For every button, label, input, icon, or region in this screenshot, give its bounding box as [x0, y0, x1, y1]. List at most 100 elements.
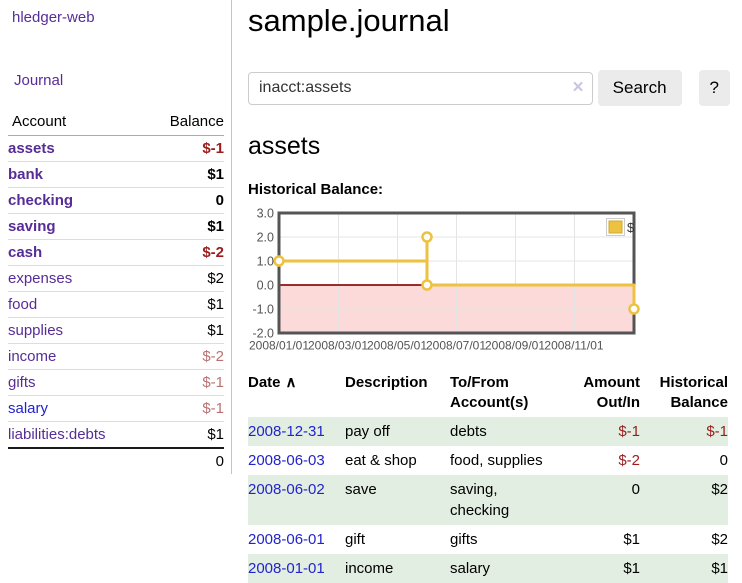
transaction-description: income	[345, 560, 394, 578]
account-balance: $-1	[146, 135, 224, 162]
register-header-date-label: Date	[248, 373, 281, 391]
data-point-marker	[628, 303, 640, 315]
account-balance: $2	[146, 265, 224, 292]
historical-balance-chart: $ 3.0 2.0 1.0 0.0 -1.0 -2.0 2008/01/01 2…	[249, 206, 640, 352]
transaction-date-link[interactable]: 2008-06-02	[248, 481, 325, 499]
account-row-bank: bank $1	[8, 161, 224, 188]
register-row: 2008-06-03 eat & shop food, supplies $-2…	[248, 446, 728, 475]
account-link-bank[interactable]: bank	[8, 166, 44, 183]
x-tick-label: 2008/07/01	[426, 338, 486, 352]
x-tick-label: 2008/01/01	[249, 338, 309, 352]
account-link-expenses[interactable]: expenses	[8, 270, 73, 287]
register-header-row: Date ∧ Description To/From Account(s) Amo…	[248, 371, 728, 418]
transaction-amount: $-2	[618, 452, 640, 470]
account-row-salary: salary $-1	[8, 395, 224, 422]
register-table: Date ∧ Description To/From Account(s) Amo…	[248, 371, 728, 583]
clear-search-icon[interactable]: ×	[572, 76, 584, 98]
sidebar-item-journal[interactable]: Journal	[14, 72, 64, 89]
sort-ascending-icon: ∧	[285, 373, 297, 391]
transaction-accounts: debts	[450, 423, 487, 441]
transaction-date-link[interactable]: 2008-12-31	[248, 423, 325, 441]
account-link-income[interactable]: income	[8, 348, 57, 365]
transaction-accounts: saving, checking	[450, 481, 510, 520]
register-header-description: Description	[345, 373, 428, 391]
sidebar: hledger-web Journal Account Balance asse…	[0, 0, 232, 474]
accounts-header-balance: Balance	[146, 110, 224, 136]
account-link-food[interactable]: food	[8, 296, 38, 313]
transaction-balance: $-1	[706, 423, 728, 441]
account-link-cash[interactable]: cash	[8, 244, 43, 261]
y-tick-label: 1.0	[257, 254, 274, 268]
transaction-balance: $2	[711, 531, 728, 549]
account-row-assets: assets $-1	[8, 135, 224, 162]
account-balance: $-1	[146, 395, 224, 422]
register-header-amount: Amount Out/In	[583, 373, 640, 412]
account-link-salary[interactable]: salary	[8, 400, 49, 417]
y-tick-label: -2.0	[252, 326, 274, 340]
account-balance: $1	[146, 317, 224, 344]
register-header-accounts: To/From Account(s)	[450, 373, 529, 412]
transaction-description: gift	[345, 531, 366, 549]
account-balance: $1	[146, 161, 224, 188]
x-axis-tick-labels: 2008/01/01 2008/03/01 2008/05/01 2008/07…	[249, 338, 604, 352]
y-tick-label: -1.0	[252, 302, 274, 316]
account-heading: assets	[248, 132, 321, 161]
account-link-gifts[interactable]: gifts	[8, 374, 36, 391]
account-row-liabilities-debts: liabilities:debts $1	[8, 422, 224, 449]
register-row: 2008-06-01 gift gifts $1 $2	[248, 525, 728, 554]
app-title-link[interactable]: hledger-web	[12, 9, 95, 26]
register-header-date[interactable]: Date ∧	[248, 371, 345, 418]
accounts-header-row: Account Balance	[8, 110, 224, 136]
transaction-amount: $1	[623, 560, 640, 578]
account-balance: $-1	[146, 369, 224, 396]
account-row-saving: saving $1	[8, 213, 224, 240]
account-link-checking[interactable]: checking	[8, 192, 74, 209]
transaction-date-link[interactable]: 2008-06-03	[248, 452, 325, 470]
transaction-accounts: food, supplies	[450, 452, 543, 470]
account-balance: $-2	[146, 343, 224, 370]
x-tick-label: 2008/09/01	[485, 338, 545, 352]
account-row-food: food $1	[8, 291, 224, 318]
legend-series-swatch	[608, 220, 623, 234]
transaction-balance: 0	[719, 452, 728, 470]
y-tick-label: 0.0	[257, 278, 274, 292]
search-box: ×	[248, 71, 593, 105]
y-tick-label: 2.0	[257, 230, 274, 244]
account-link-supplies[interactable]: supplies	[8, 322, 64, 339]
y-axis-tick-labels: 3.0 2.0 1.0 0.0 -1.0 -2.0	[252, 206, 274, 340]
search-button[interactable]: Search	[597, 70, 682, 107]
data-point-marker	[421, 279, 433, 291]
data-point-marker	[421, 231, 433, 243]
search-form: × Search ?	[248, 70, 730, 107]
x-tick-label: 2008/03/01	[308, 338, 368, 352]
transaction-description: pay off	[345, 423, 390, 441]
register-row: 2008-06-02 save saving, checking 0 $2	[248, 475, 728, 526]
chart-legend: $	[606, 217, 635, 236]
transaction-amount: 0	[631, 481, 640, 499]
transaction-description: eat & shop	[345, 452, 417, 470]
transaction-amount: $-1	[618, 423, 640, 441]
transaction-accounts: salary	[450, 560, 491, 578]
transaction-date-link[interactable]: 2008-06-01	[248, 531, 325, 549]
account-link-assets[interactable]: assets	[8, 140, 55, 157]
transaction-amount: $1	[623, 531, 640, 549]
search-input[interactable]	[248, 71, 593, 105]
account-link-liabilities-debts[interactable]: liabilities:debts	[8, 426, 106, 443]
account-link-saving[interactable]: saving	[8, 218, 56, 235]
help-button[interactable]: ?	[698, 70, 730, 107]
account-row-supplies: supplies $1	[8, 317, 224, 344]
legend-series-label: $	[627, 220, 635, 235]
account-row-checking: checking 0	[8, 187, 224, 214]
chart-title: Historical Balance:	[248, 180, 384, 198]
register-row: 2008-12-31 pay off debts $-1 $-1	[248, 417, 728, 447]
page-title: sample.journal	[248, 3, 450, 38]
register-row: 2008-01-01 income salary $1 $1	[248, 554, 728, 583]
transaction-balance: $2	[711, 481, 728, 499]
accounts-total-row: 0	[8, 447, 224, 474]
account-row-cash: cash $-2	[8, 239, 224, 266]
transaction-accounts: gifts	[450, 531, 478, 549]
transaction-date-link[interactable]: 2008-01-01	[248, 560, 325, 578]
account-balance: $1	[207, 426, 224, 443]
x-tick-label: 2008/11/01	[544, 338, 603, 352]
account-balance: $1	[146, 291, 224, 318]
